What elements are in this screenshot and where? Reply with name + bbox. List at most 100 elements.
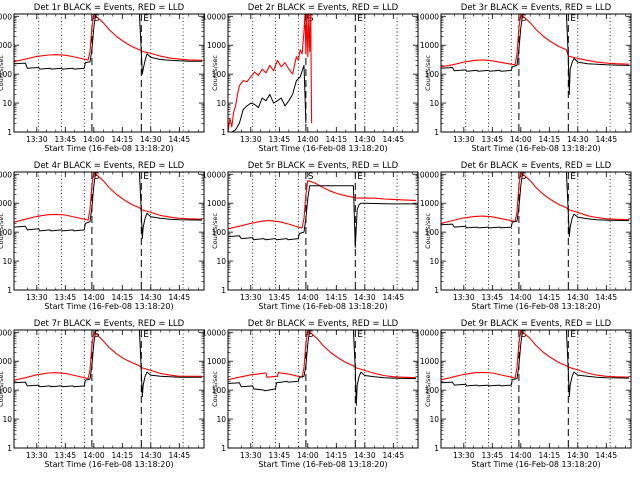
x-tick-label: 13:45 xyxy=(481,293,503,302)
y-tick-label: 10000 xyxy=(202,328,226,337)
panel-title: Det 1r BLACK = Events, RED = LLD xyxy=(34,3,185,13)
series-line-lld xyxy=(441,172,630,224)
panel-5: Det 5r BLACK = Events, RED = LLD Counts/s… xyxy=(202,161,419,311)
panel-title: Det 3r BLACK = Events, RED = LLD xyxy=(461,3,612,13)
x-tick-label: 14:45 xyxy=(382,293,404,302)
panel-8: Det 8r BLACK = Events, RED = LLD Counts/s… xyxy=(202,319,419,469)
y-tick-label: 10 xyxy=(216,257,226,266)
x-tick-label: 14:30 xyxy=(567,135,589,144)
panel-1: Det 1r BLACK = Events, RED = LLD Counts/s… xyxy=(0,3,205,153)
y-tick-label: 100 xyxy=(0,228,12,237)
x-tick-label: 13:45 xyxy=(54,293,76,302)
x-tick-label: 13:30 xyxy=(453,451,475,460)
x-tick-label: 14:30 xyxy=(140,135,162,144)
x-tick-label: 14:15 xyxy=(325,135,347,144)
x-tick-label: 14:15 xyxy=(325,293,347,302)
x-tick-label: 14:00 xyxy=(297,293,319,302)
x-tick-label: 14:15 xyxy=(111,451,133,460)
y-tick-label: 10 xyxy=(216,415,226,424)
x-tick-label: 14:00 xyxy=(510,135,532,144)
panel-7: Det 7r BLACK = Events, RED = LLD Counts/s… xyxy=(0,319,205,469)
marker-label-E: E xyxy=(143,330,149,340)
panel-xlabel: Start Time (16-Feb-08 13:18:20) xyxy=(258,144,387,153)
panel-xlabel: Start Time (16-Feb-08 13:18:20) xyxy=(258,460,387,469)
y-tick-label: 1 xyxy=(221,286,226,295)
panel-ylabel: Counts/sec xyxy=(211,371,219,407)
y-tick-label: 10000 xyxy=(415,170,439,179)
marker-label-S: S xyxy=(521,172,527,182)
y-tick-label: 1000 xyxy=(0,357,12,366)
x-tick-label: 14:30 xyxy=(354,135,376,144)
plot-frame xyxy=(227,13,419,133)
x-tick-label: 13:45 xyxy=(268,135,290,144)
plot-frame xyxy=(440,171,632,291)
y-tick-label: 1000 xyxy=(420,41,439,50)
x-tick-label: 14:45 xyxy=(595,135,617,144)
series-line-events xyxy=(228,64,307,132)
x-tick-label: 13:45 xyxy=(481,451,503,460)
x-tick-label: 13:30 xyxy=(240,451,262,460)
marker-label-S: S xyxy=(308,330,314,340)
panels: Det 1r BLACK = Events, RED = LLD Counts/s… xyxy=(0,3,632,469)
marker-label-E: E xyxy=(143,14,149,24)
marker-label-E: E xyxy=(570,330,576,340)
x-tick-label: 14:45 xyxy=(595,293,617,302)
panel-xlabel: Start Time (16-Feb-08 13:18:20) xyxy=(44,302,173,311)
y-tick-label: 10 xyxy=(2,415,12,424)
y-tick-label: 1 xyxy=(434,128,439,137)
panel-xlabel: Start Time (16-Feb-08 13:18:20) xyxy=(44,144,173,153)
x-tick-label: 14:45 xyxy=(595,451,617,460)
x-tick-label: 14:15 xyxy=(111,293,133,302)
panel-9: Det 9r BLACK = Events, RED = LLD Counts/s… xyxy=(415,319,632,469)
y-tick-label: 10000 xyxy=(202,170,226,179)
y-tick-label: 10000 xyxy=(0,328,12,337)
panel-xlabel: Start Time (16-Feb-08 13:18:20) xyxy=(471,302,600,311)
series-line-lld xyxy=(228,180,417,230)
y-tick-label: 1 xyxy=(221,444,226,453)
marker-label-S: S xyxy=(308,172,314,182)
y-tick-label: 10000 xyxy=(415,328,439,337)
series-line-events xyxy=(441,330,630,398)
x-tick-label: 13:30 xyxy=(240,293,262,302)
marker-label-E: E xyxy=(143,172,149,182)
y-tick-label: 10 xyxy=(2,99,12,108)
marker-label-S: S xyxy=(521,330,527,340)
panel-4: Det 4r BLACK = Events, RED = LLD Counts/s… xyxy=(0,161,205,311)
y-tick-label: 100 xyxy=(425,386,440,395)
series-line-lld xyxy=(14,172,203,223)
x-tick-label: 14:00 xyxy=(83,293,105,302)
y-tick-label: 1 xyxy=(7,286,12,295)
marker-label-S: S xyxy=(521,14,527,24)
y-tick-label: 1 xyxy=(221,128,226,137)
panel-ylabel: Counts/sec xyxy=(424,371,432,407)
panel-title: Det 4r BLACK = Events, RED = LLD xyxy=(34,161,185,171)
y-tick-label: 100 xyxy=(0,70,12,79)
x-tick-label: 14:30 xyxy=(354,293,376,302)
panel-ylabel: Counts/sec xyxy=(211,55,219,91)
x-tick-label: 14:30 xyxy=(567,451,589,460)
y-tick-label: 1000 xyxy=(207,357,226,366)
y-tick-label: 1000 xyxy=(420,199,439,208)
y-tick-label: 1000 xyxy=(420,357,439,366)
series-line-lld xyxy=(441,14,630,68)
x-tick-label: 14:45 xyxy=(168,451,190,460)
x-tick-label: 14:00 xyxy=(510,451,532,460)
x-tick-label: 14:15 xyxy=(538,293,560,302)
panel-ylabel: Counts/sec xyxy=(0,55,5,91)
x-tick-label: 14:30 xyxy=(140,293,162,302)
series-line-events xyxy=(441,14,630,95)
series-line-lld xyxy=(14,331,203,381)
panel-2: Det 2r BLACK = Events, RED = LLD Counts/s… xyxy=(202,3,419,153)
x-tick-label: 13:30 xyxy=(453,135,475,144)
y-tick-label: 1000 xyxy=(207,199,226,208)
x-tick-label: 14:15 xyxy=(325,451,347,460)
y-tick-label: 1000 xyxy=(0,199,12,208)
panel-title: Det 9r BLACK = Events, RED = LLD xyxy=(461,319,612,329)
y-tick-label: 100 xyxy=(425,228,440,237)
x-tick-label: 14:45 xyxy=(382,451,404,460)
x-tick-label: 14:30 xyxy=(567,293,589,302)
panel-title: Det 8r BLACK = Events, RED = LLD xyxy=(248,319,399,329)
plot-frame xyxy=(227,171,419,291)
series-line-events xyxy=(228,185,417,248)
